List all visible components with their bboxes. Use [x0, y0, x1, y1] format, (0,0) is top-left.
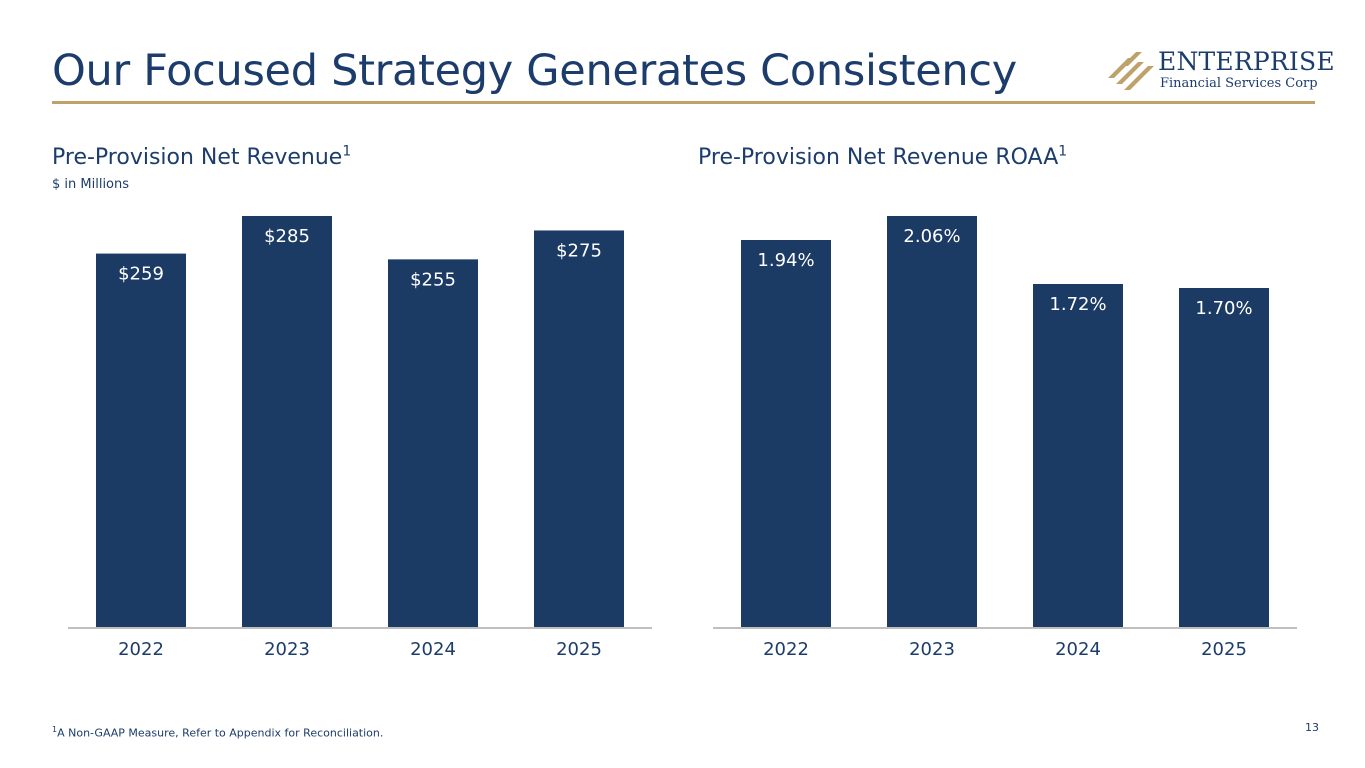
- data-label-2022: 1.94%: [757, 250, 814, 271]
- bar-2025: [534, 230, 624, 628]
- logo-wordmark: ENTERPRISE: [1158, 47, 1335, 76]
- chart-title-roaa: Pre-Provision Net Revenue ROAA1: [698, 145, 1067, 170]
- footnote-text: A Non-GAAP Measure, Refer to Appendix fo…: [57, 726, 384, 740]
- bar-2025: [1179, 288, 1269, 628]
- x-tick-2024: 2024: [1055, 639, 1101, 660]
- bar-2023: [242, 216, 332, 628]
- bar-2024: [388, 259, 478, 628]
- footnote: 1A Non-GAAP Measure, Refer to Appendix f…: [52, 725, 383, 740]
- x-tick-2024: 2024: [410, 639, 456, 660]
- chart-title-ppnr: Pre-Provision Net Revenue1: [52, 145, 351, 170]
- x-tick-2022: 2022: [118, 639, 164, 660]
- x-tick-2025: 2025: [1201, 639, 1247, 660]
- bar-2024: [1033, 284, 1123, 628]
- title-divider: [52, 101, 1315, 104]
- logo-subtitle: Financial Services Corp: [1160, 76, 1318, 91]
- company-logo: ENTERPRISE Financial Services Corp: [1108, 48, 1335, 94]
- chart-title-roaa-text: Pre-Provision Net Revenue ROAA: [698, 145, 1059, 170]
- ppnr-bar-chart: $259 2022 $285 2023 $255 2024 $275 2025: [68, 216, 652, 660]
- x-tick-2023: 2023: [264, 639, 310, 660]
- data-label-2024: $255: [410, 269, 456, 290]
- data-label-2023: 2.06%: [903, 226, 960, 247]
- chart-title-roaa-marker: 1: [1058, 143, 1068, 160]
- bar-2023: [887, 216, 977, 628]
- page-number: 13: [1305, 721, 1319, 734]
- bar-2022: [96, 253, 186, 628]
- x-tick-2023: 2023: [909, 639, 955, 660]
- bar-2022: [741, 240, 831, 628]
- data-label-2025: 1.70%: [1195, 298, 1252, 319]
- roaa-bar-chart: 1.94% 2022 2.06% 2023 1.72% 2024 1.70% 2025: [713, 216, 1297, 660]
- data-label-2024: 1.72%: [1049, 294, 1106, 315]
- chart-subtitle-ppnr: $ in Millions: [52, 177, 130, 192]
- x-tick-2022: 2022: [763, 639, 809, 660]
- chart-title-ppnr-text: Pre-Provision Net Revenue: [52, 145, 343, 170]
- x-tick-2025: 2025: [556, 639, 602, 660]
- data-label-2022: $259: [118, 264, 164, 285]
- data-label-2023: $285: [264, 226, 310, 247]
- page-title: Our Focused Strategy Generates Consisten…: [52, 46, 1017, 96]
- footnote-marker: 1: [52, 725, 58, 734]
- enterprise-logo-mark-icon: [1108, 52, 1154, 90]
- chart-title-ppnr-marker: 1: [342, 143, 352, 160]
- data-label-2025: $275: [556, 240, 602, 261]
